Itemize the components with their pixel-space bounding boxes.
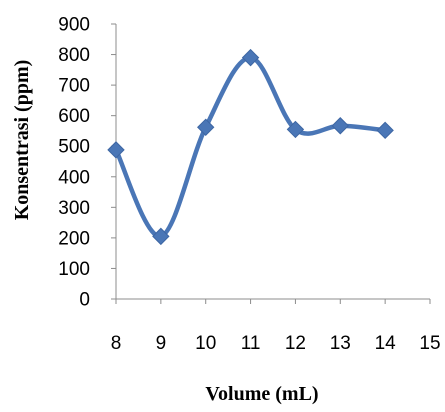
data-point-marker [197, 118, 215, 136]
x-axis-title: Volume (mL) [205, 383, 318, 405]
x-tick-label: 14 [375, 333, 397, 354]
y-tick-label: 900 [58, 15, 90, 36]
y-tick-label: 700 [58, 76, 90, 97]
data-point-marker [107, 141, 125, 159]
y-tick-label: 500 [58, 137, 90, 158]
x-tick-label: 11 [241, 333, 261, 354]
data-point-marker [331, 117, 349, 135]
y-tick-label: 100 [58, 259, 90, 280]
y-tick-label: 800 [58, 45, 90, 66]
y-tick-label: 0 [79, 290, 90, 311]
y-tick-marks [111, 23, 116, 300]
x-tick-label: 10 [195, 333, 216, 354]
y-axis-title: Konsentrasi (ppm) [11, 60, 33, 221]
x-tick-label: 12 [285, 333, 306, 354]
x-tick-label: 15 [419, 333, 440, 354]
series-layer [107, 48, 394, 246]
axes [111, 23, 431, 304]
x-tick-marks [115, 299, 431, 304]
x-tick-labels: 8 9 10 11 12 13 14 15 [111, 333, 441, 354]
data-point-marker [286, 120, 305, 139]
data-point-marker [376, 121, 394, 140]
data-point-marker [152, 227, 170, 246]
y-tick-label: 400 [58, 167, 90, 188]
y-tick-label: 600 [58, 106, 90, 127]
data-point-marker [241, 48, 260, 67]
x-tick-label: 13 [330, 333, 351, 354]
series-line [113, 55, 388, 239]
y-tick-labels: 0 100 200 300 400 500 600 700 800 900 [58, 15, 90, 311]
y-tick-label: 200 [58, 228, 90, 249]
y-tick-label: 300 [58, 198, 90, 219]
x-tick-label: 8 [111, 333, 122, 354]
x-tick-label: 9 [156, 333, 167, 354]
